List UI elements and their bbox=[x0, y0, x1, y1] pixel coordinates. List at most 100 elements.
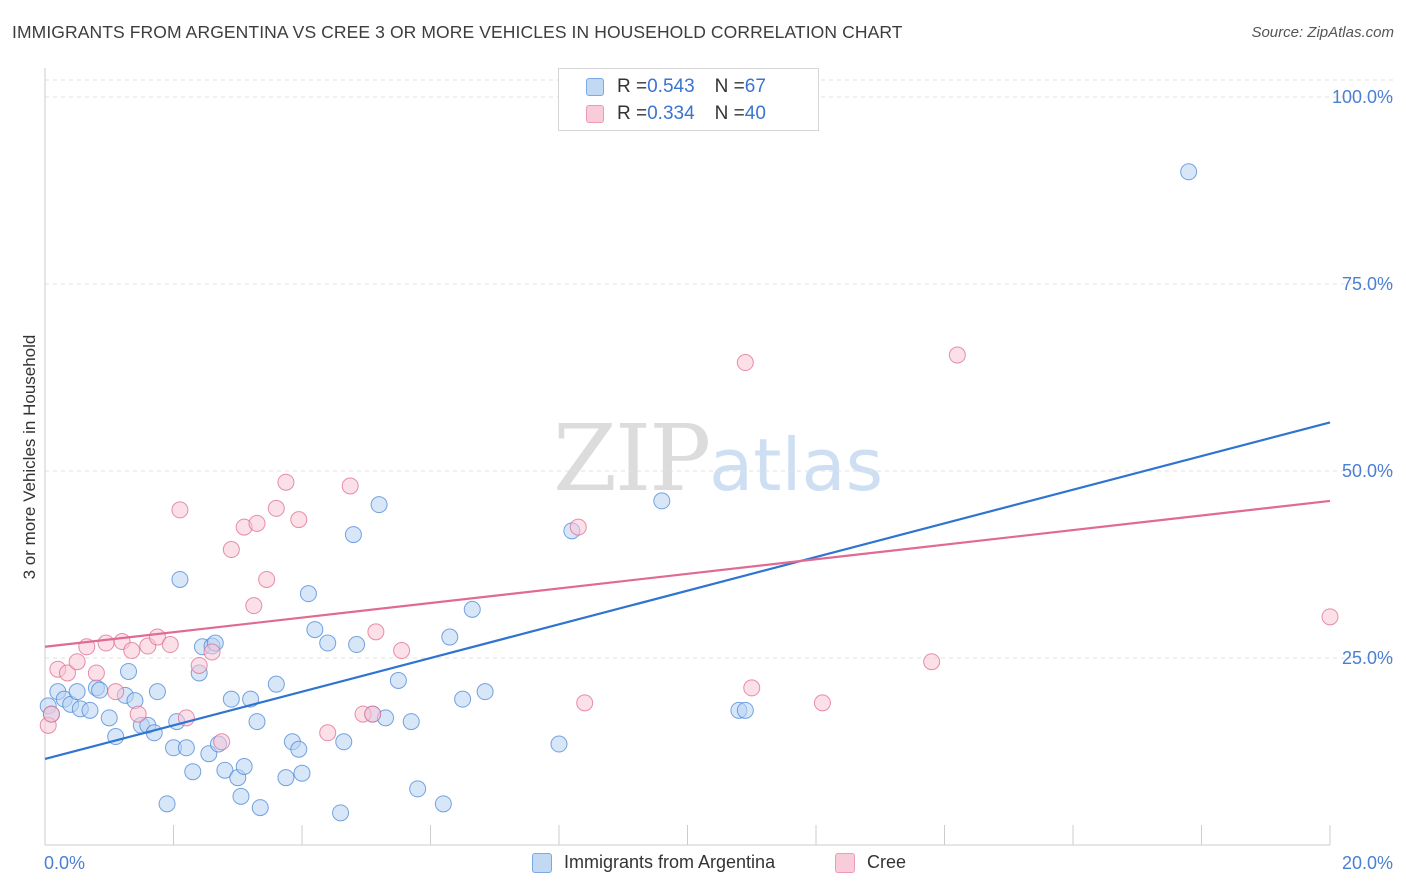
point-cree bbox=[123, 642, 141, 660]
point-cree bbox=[58, 664, 76, 682]
point-cree bbox=[743, 679, 761, 697]
legend-n-label: N = bbox=[714, 103, 745, 124]
legend-label-argentina: Immigrants from Argentina bbox=[564, 852, 776, 872]
point-argentina bbox=[184, 763, 202, 781]
point-argentina bbox=[736, 701, 754, 719]
legend-item-argentina[interactable]: Immigrants from Argentina bbox=[532, 852, 775, 873]
point-argentina bbox=[235, 757, 253, 775]
point-argentina bbox=[171, 570, 189, 588]
point-cree bbox=[258, 570, 276, 588]
source-credit: Source: ZipAtlas.com bbox=[1251, 24, 1394, 41]
point-cree bbox=[393, 642, 411, 660]
correlation-legend: R = 0.543 N = 67 R = 0.334 N = 40 bbox=[558, 68, 819, 131]
legend-swatch-argentina bbox=[532, 852, 552, 873]
legend-swatch-argentina bbox=[586, 78, 604, 96]
x-tick-label: 0.0% bbox=[44, 853, 85, 873]
point-cree bbox=[248, 514, 266, 532]
point-argentina bbox=[335, 733, 353, 751]
legend-row-cree: R = 0.334 N = 40 bbox=[586, 102, 766, 126]
legend-n-value: 40 bbox=[744, 103, 766, 124]
y-tick-label: 100.0% bbox=[1332, 87, 1393, 107]
point-argentina bbox=[319, 634, 337, 652]
trendline-argentina bbox=[44, 421, 1331, 761]
point-argentina bbox=[434, 795, 452, 813]
point-cree bbox=[1321, 608, 1339, 626]
legend-n-label: N = bbox=[714, 76, 745, 97]
legend-swatch-cree bbox=[835, 852, 855, 873]
point-argentina bbox=[251, 799, 269, 817]
point-argentina bbox=[248, 713, 266, 731]
point-argentina bbox=[216, 761, 234, 779]
legend-row-argentina: R = 0.543 N = 67 bbox=[586, 75, 766, 99]
point-argentina bbox=[148, 683, 166, 701]
chart-title: IMMIGRANTS FROM ARGENTINA VS CREE 3 OR M… bbox=[12, 22, 903, 42]
y-tick-label: 75.0% bbox=[1342, 274, 1393, 294]
x-tick-label: 20.0% bbox=[1342, 853, 1393, 873]
point-cree bbox=[129, 705, 147, 723]
point-argentina bbox=[177, 739, 195, 757]
point-cree bbox=[68, 653, 86, 671]
point-argentina bbox=[409, 780, 427, 798]
point-argentina bbox=[232, 787, 250, 805]
point-cree bbox=[813, 694, 831, 712]
point-cree bbox=[319, 724, 337, 742]
point-argentina bbox=[389, 671, 407, 689]
point-cree bbox=[277, 473, 295, 491]
point-cree bbox=[87, 664, 105, 682]
point-cree bbox=[222, 541, 240, 559]
legend-item-cree[interactable]: Cree bbox=[835, 852, 906, 873]
point-argentina bbox=[81, 701, 99, 719]
point-argentina bbox=[454, 690, 472, 708]
point-argentina bbox=[348, 636, 366, 654]
point-cree bbox=[267, 499, 285, 517]
legend-r-value: 0.543 bbox=[647, 76, 695, 97]
point-cree bbox=[367, 623, 385, 641]
watermark: ZIPatlas bbox=[553, 405, 883, 512]
watermark-zip: ZIP bbox=[553, 405, 711, 512]
legend-r-label: R = bbox=[617, 103, 648, 124]
point-cree bbox=[161, 636, 179, 654]
point-cree bbox=[213, 733, 231, 751]
point-argentina bbox=[290, 740, 308, 758]
point-argentina bbox=[120, 662, 138, 680]
point-argentina bbox=[476, 683, 494, 701]
point-argentina bbox=[100, 709, 118, 727]
point-argentina bbox=[68, 683, 86, 701]
point-argentina bbox=[332, 804, 350, 822]
point-cree bbox=[948, 346, 966, 364]
trendline-cree bbox=[44, 499, 1331, 648]
legend-r-value: 0.334 bbox=[647, 103, 695, 124]
legend-n-value: 67 bbox=[744, 76, 766, 97]
watermark-atlas: atlas bbox=[709, 423, 884, 507]
point-cree bbox=[923, 653, 941, 671]
y-tick-label: 50.0% bbox=[1342, 461, 1393, 481]
legend-swatch-cree bbox=[586, 105, 604, 123]
point-cree bbox=[190, 656, 208, 674]
point-argentina bbox=[463, 600, 481, 618]
point-argentina bbox=[306, 621, 324, 639]
point-argentina bbox=[293, 764, 311, 782]
point-argentina bbox=[277, 769, 295, 787]
point-cree bbox=[42, 705, 60, 723]
point-argentina bbox=[158, 795, 176, 813]
point-argentina bbox=[299, 585, 317, 603]
point-cree bbox=[171, 501, 189, 519]
point-cree bbox=[569, 518, 587, 536]
point-cree bbox=[97, 634, 115, 652]
point-cree bbox=[736, 354, 754, 372]
point-argentina bbox=[1180, 163, 1198, 181]
point-cree bbox=[245, 597, 263, 615]
point-cree bbox=[107, 683, 125, 701]
point-cree bbox=[290, 511, 308, 529]
point-argentina bbox=[550, 735, 568, 753]
point-argentina bbox=[441, 628, 459, 646]
point-cree bbox=[341, 477, 359, 495]
point-argentina bbox=[222, 690, 240, 708]
point-argentina bbox=[370, 496, 388, 514]
point-argentina bbox=[402, 713, 420, 731]
point-argentina bbox=[653, 492, 671, 510]
series-legend: Immigrants from Argentina Cree bbox=[0, 852, 1406, 876]
point-argentina bbox=[344, 526, 362, 544]
legend-label-cree: Cree bbox=[867, 852, 907, 872]
